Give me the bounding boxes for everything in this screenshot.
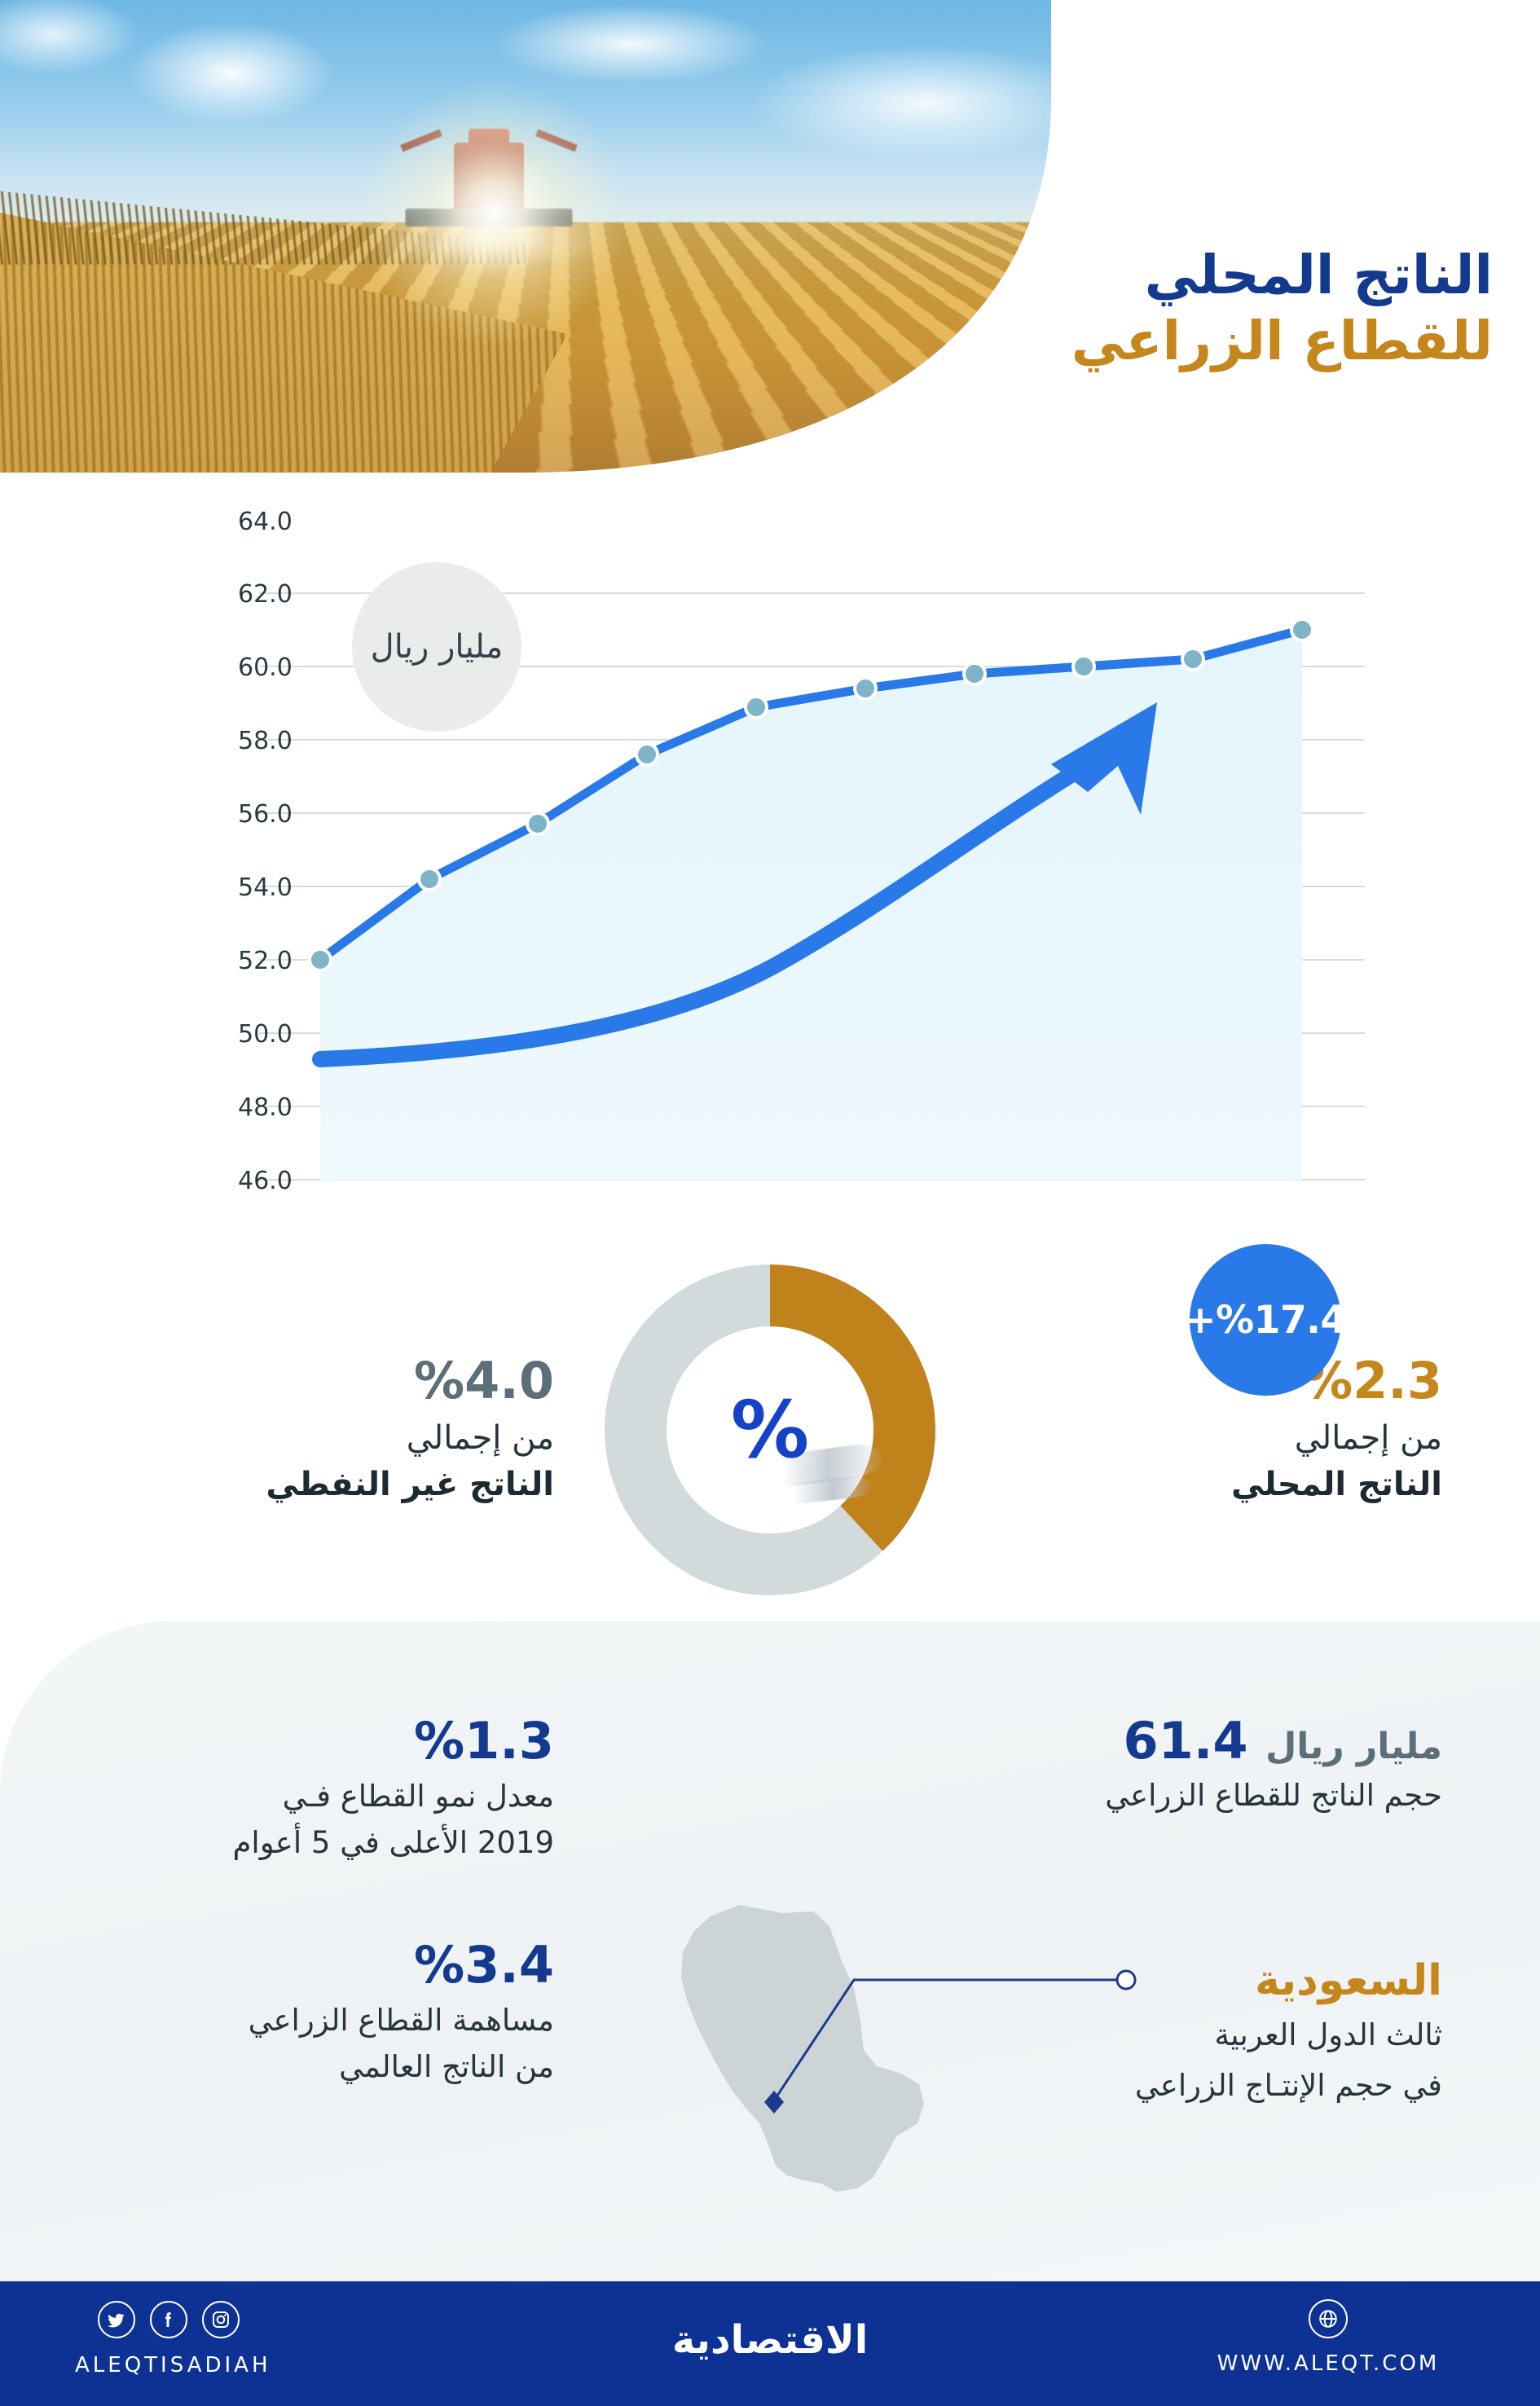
stat-total-output: مليار ريال 61.4 حجم الناتج للقطاع الزراع… [986, 1711, 1442, 1813]
publication-logo: الاقتصادية [671, 2317, 869, 2363]
svg-text:56.0: 56.0 [238, 800, 293, 829]
twitter-icon[interactable] [98, 2301, 135, 2338]
svg-text:58.0: 58.0 [238, 727, 293, 755]
instagram-icon[interactable] [202, 2301, 240, 2338]
map-section: السعودية ثالث الدول العربية في حجم الإنت… [0, 1890, 1540, 2249]
sun-glare [323, 77, 665, 346]
donut-center-symbol: % [730, 1384, 810, 1476]
hero-image [0, 0, 1051, 473]
stat-global-value: %3.4 [414, 1935, 554, 1995]
chart-svg: 64.0 62.0 60.0 58.0 56.0 54.0 52.0 50.0 … [238, 508, 1365, 1195]
donut-section: %4.0 من إجمالي الناتج غير النفطي % %2.3 … [0, 1255, 1540, 1630]
map-caption-block: السعودية ثالث الدول العربية في حجم الإنت… [1002, 1955, 1442, 2107]
growth-arrow-icon [312, 702, 1157, 1067]
stat-growth-rate: %1.3 معدل نمو القطاع فـي 2019 الأعلى في … [98, 1711, 555, 1863]
series-markers [308, 618, 1314, 972]
title-primary: الناتج المحلي [1144, 244, 1493, 306]
stat-growth-value: %1.3 [414, 1711, 554, 1770]
y-axis-labels: 64.0 62.0 60.0 58.0 56.0 54.0 52.0 50.0 … [238, 508, 293, 1195]
page-title: الناتج المحلي للقطاع الزراعي [873, 243, 1493, 374]
stat-growth-caption-2: 2019 الأعلى في 5 أعوام [232, 1825, 555, 1861]
line-chart: 64.0 62.0 60.0 58.0 56.0 54.0 52.0 50.0 … [0, 489, 1540, 1396]
map-country-name: السعودية [1255, 1956, 1442, 2005]
saudi-arabia-map-icon [681, 1905, 924, 2192]
map-pin-diamond [764, 2091, 784, 2113]
chart-unit-label: مليار ريال [370, 628, 504, 666]
growth-percent-badge: %17.4+ [1184, 1244, 1347, 1396]
svg-text:64.0: 64.0 [238, 508, 293, 536]
donut-gold-arc [605, 1265, 935, 1595]
svg-text:52.0: 52.0 [238, 947, 293, 975]
footer-bar: ALEQTISADIAH الاقتصادية WWW.ALEQT.COM [0, 2281, 1540, 2406]
growth-percent-value: %17.4+ [1184, 1297, 1347, 1343]
svg-text:54.0: 54.0 [238, 873, 293, 902]
hero-banner [0, 0, 1051, 473]
stat-nonoil-share: %4.0 من إجمالي الناتج غير النفطي [98, 1351, 554, 1508]
stat-global-share: %3.4 مساهمة القطاع الزراعي من الناتج الع… [98, 1935, 554, 2087]
svg-text:60.0: 60.0 [238, 653, 293, 682]
svg-text:50.0: 50.0 [238, 1020, 293, 1049]
map-desc-1: ثالث الدول العربية [1214, 2017, 1442, 2053]
stat-nonoil-line2: الناتج غير النفطي [266, 1465, 554, 1503]
saudi-map-graphic [681, 1905, 1137, 2192]
map-leader-line [772, 1978, 1124, 2101]
svg-text:62.0: 62.0 [238, 580, 293, 609]
svg-text:46.0: 46.0 [238, 1167, 293, 1195]
map-desc-2: في حجم الإنتـاج الزراعي [1134, 2068, 1442, 2104]
globe-icon[interactable] [1309, 2299, 1348, 2338]
stat-output-caption: حجم الناتج للقطاع الزراعي [1105, 1778, 1442, 1814]
facebook-icon[interactable] [150, 2301, 187, 2338]
brand-latin-name: ALEQTISADIAH [75, 2353, 271, 2377]
stat-gdp-line2: الناتج المحلي [1230, 1465, 1442, 1503]
stat-output-unit: مليار ريال [1265, 1726, 1442, 1767]
stat-output-value: 61.4 [1123, 1711, 1248, 1770]
chart-unit-bubble: مليار ريال [352, 562, 521, 732]
website-url: WWW.ALEQT.COM [1217, 2351, 1440, 2376]
stat-nonoil-value: %4.0 [414, 1351, 554, 1410]
stat-growth-caption-1: معدل نمو القطاع فـي [282, 1779, 554, 1814]
stat-output-value-row: مليار ريال 61.4 [986, 1711, 1442, 1771]
map-leader-endpoint [1115, 1969, 1137, 1990]
stat-gdp-line1: من إجمالي [1294, 1419, 1442, 1458]
stat-global-caption-2: من الناتج العالمي [339, 2049, 554, 2085]
donut-chart: % [595, 1255, 945, 1605]
title-secondary: للقطاع الزراعي [1071, 309, 1493, 372]
donut-svg [605, 1265, 935, 1595]
stat-nonoil-line1: من إجمالي [406, 1419, 554, 1458]
svg-text:48.0: 48.0 [238, 1093, 293, 1122]
social-links[interactable] [98, 2301, 240, 2338]
stat-global-caption-1: مساهمة القطاع الزراعي [248, 2003, 554, 2039]
series-line [315, 625, 1307, 965]
website-link[interactable]: WWW.ALEQT.COM [1214, 2299, 1442, 2376]
